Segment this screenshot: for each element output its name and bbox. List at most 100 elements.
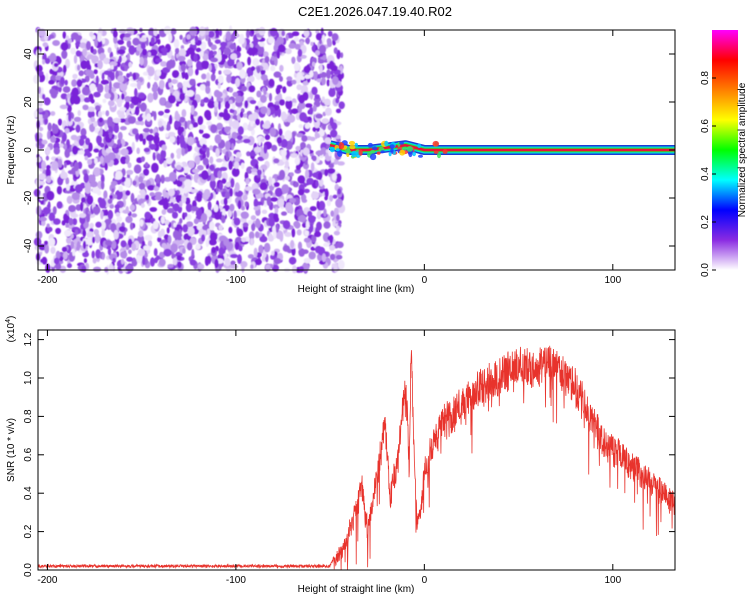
noise-speckle [255,118,260,126]
noise-speckle [318,44,327,54]
noise-speckle [223,69,232,75]
noise-speckle [158,110,164,116]
snr-multiplier: (x104) [5,316,17,343]
noise-speckle [157,237,162,243]
noise-speckle [332,219,336,227]
noise-speckle [80,129,85,135]
snr-multiplier-exp: 4 [5,319,12,323]
noise-speckle [336,225,340,232]
noise-speckle [108,100,115,107]
noise-speckle [126,169,134,175]
noise-speckle [89,73,95,79]
noise-speckle [109,61,118,67]
noise-speckle [307,116,312,121]
noise-speckle [121,56,127,62]
snr-frame [37,329,676,571]
noise-speckle [206,191,211,198]
spectrogram-x-label: Height of straight line (km) [298,284,415,295]
noise-speckle [281,138,288,148]
noise-speckle [205,79,211,88]
noise-speckle [335,97,340,104]
noise-speckle [129,103,135,109]
noise-speckle [52,206,57,215]
noise-speckle [231,131,238,140]
noise-speckle [80,201,84,212]
noise-speckle [209,221,215,231]
noise-speckle [184,212,188,218]
noise-speckle [40,200,45,205]
noise-speckle [153,135,160,145]
noise-speckle [218,181,223,191]
noise-speckle [285,48,292,55]
noise-speckle [70,134,78,141]
noise-speckle [329,253,336,261]
noise-speckle [189,78,196,86]
noise-speckle [231,120,240,130]
noise-speckle [77,110,81,116]
noise-speckle [219,29,222,37]
noise-speckle [250,47,259,54]
noise-speckle [178,116,186,123]
snr-y-ticks: 0.0 0.2 0.4 0.6 0.8 1.0 1.2 [23,332,675,577]
noise-speckle [171,55,175,60]
noise-speckle [298,94,305,104]
noise-speckle [250,238,254,246]
noise-speckle [273,182,280,187]
noise-speckle [95,221,102,228]
noise-speckle [41,219,46,227]
noise-speckle [163,191,170,200]
noise-speckle [120,258,125,265]
noise-speckle [295,145,301,151]
noise-speckle [304,169,310,179]
noise-speckle [86,231,94,239]
noise-speckle [333,262,338,273]
noise-speckle [205,34,209,42]
noise-speckle [297,48,303,57]
noise-speckle [93,266,102,272]
noise-speckle [229,108,235,114]
noise-speckle [203,97,210,103]
noise-speckle [143,147,150,153]
noise-speckle [117,49,126,55]
noise-speckle [155,174,161,184]
noise-speckle [109,131,112,139]
snr-series [37,345,676,571]
noise-speckle [216,122,224,130]
noise-speckle [101,252,105,260]
noise-speckle [42,42,49,48]
noise-speckle [149,128,154,134]
noise-speckle [224,61,229,69]
x-tick-label: -100 [226,275,246,286]
noise-speckle [179,218,183,224]
noise-speckle [257,100,264,109]
track-blob [351,150,358,158]
snr-multiplier-close: ) [6,316,17,319]
noise-speckle [50,111,56,116]
noise-speckle [263,90,267,96]
noise-speckle [247,135,255,146]
track-blob [437,152,441,159]
noise-speckle [309,223,314,233]
noise-speckle [48,237,56,247]
noise-speckle [234,241,240,250]
noise-speckle [91,250,95,259]
noise-speckle [209,156,214,164]
noise-speckle [229,154,234,163]
noise-speckle [99,126,103,137]
track-blob [372,146,378,151]
noise-speckle [330,70,334,75]
noise-speckle [181,147,185,157]
noise-speckle [285,202,293,213]
noise-speckle [315,29,320,34]
noise-speckle [191,249,195,258]
noise-speckle [210,124,218,134]
noise-speckle [98,110,102,119]
noise-speckle [69,95,75,105]
noise-speckle [256,90,262,98]
noise-speckle [161,144,167,151]
noise-speckle [312,104,317,112]
noise-speckle [236,107,240,115]
noise-speckle [245,178,250,185]
noise-speckle [327,30,333,37]
noise-speckle [294,43,301,50]
